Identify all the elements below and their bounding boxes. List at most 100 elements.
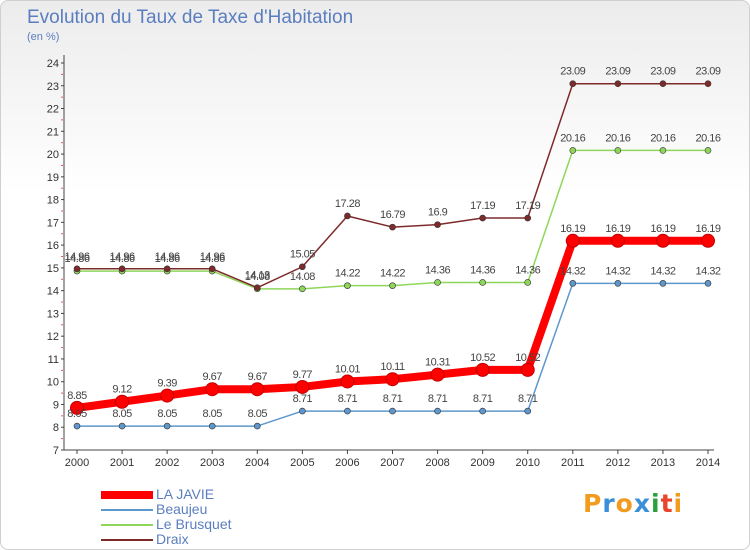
data-label: 8.71 — [428, 393, 448, 405]
data-point — [614, 280, 622, 287]
data-label: 8.05 — [203, 408, 223, 420]
data-label: 14.08 — [290, 271, 315, 283]
proxiti-logo: Proxiti — [583, 489, 683, 518]
data-label: 9.67 — [203, 371, 223, 383]
data-point — [701, 233, 715, 248]
x-tick-label: 2013 — [651, 457, 675, 469]
data-point — [659, 147, 667, 154]
y-tick-label: 16 — [47, 240, 59, 252]
data-label: 17.19 — [470, 200, 495, 212]
data-label: 14.86 — [200, 253, 225, 265]
data-point — [385, 372, 400, 387]
x-tick-label: 2008 — [425, 457, 449, 469]
data-label: 14.32 — [560, 265, 585, 277]
data-label: 20.16 — [695, 132, 720, 144]
data-label: 9.12 — [112, 384, 132, 396]
data-label: 8.05 — [67, 408, 87, 420]
data-point — [205, 382, 220, 397]
y-tick-label: 21 — [47, 126, 59, 138]
data-point — [118, 422, 126, 430]
legend-swatch — [101, 509, 153, 511]
data-label: 14.22 — [380, 268, 405, 280]
data-label: 9.67 — [248, 371, 268, 383]
x-tick-label: 2011 — [561, 457, 585, 469]
data-point — [389, 407, 396, 415]
data-label: 10.31 — [425, 357, 450, 369]
data-label: 8.71 — [383, 393, 403, 405]
legend-label: Le Brusquet — [156, 516, 232, 532]
data-label: 14.32 — [605, 265, 630, 277]
data-point — [614, 80, 622, 88]
logo-letter: i — [651, 489, 661, 518]
legend-label: Draix — [156, 531, 189, 547]
data-label: 16.19 — [650, 223, 675, 235]
data-point — [659, 280, 667, 287]
data-label: 14.36 — [515, 264, 540, 276]
data-label: 14.96 — [200, 251, 225, 263]
data-point — [659, 80, 667, 88]
data-label: 14.36 — [470, 264, 495, 276]
y-tick-label: 13 — [47, 308, 59, 320]
data-label: 20.16 — [560, 132, 585, 144]
data-label: 14.96 — [110, 251, 135, 263]
data-point — [524, 279, 532, 286]
data-point — [344, 212, 351, 220]
data-point — [253, 422, 261, 430]
data-point — [524, 214, 532, 222]
logo-letter: P — [583, 489, 603, 518]
y-tick-label: 18 — [47, 195, 59, 207]
data-label: 17.28 — [335, 198, 360, 210]
data-label: 17.19 — [515, 200, 540, 212]
y-tick-label: 14 — [47, 286, 59, 298]
data-label: 10.52 — [470, 352, 495, 364]
data-point — [118, 265, 126, 273]
data-point — [299, 263, 306, 271]
data-point — [340, 374, 355, 389]
x-tick-label: 2006 — [335, 457, 359, 469]
data-label: 10.01 — [335, 363, 360, 375]
data-point — [565, 233, 580, 248]
data-label: 8.71 — [473, 393, 493, 405]
y-tick-label: 12 — [47, 331, 59, 343]
legend-swatch — [101, 539, 153, 541]
y-tick-label: 7 — [53, 445, 59, 457]
data-point — [520, 362, 535, 377]
data-point — [479, 279, 486, 286]
data-point — [299, 285, 306, 293]
logo-letter: t — [660, 489, 674, 518]
data-label: 16.19 — [605, 223, 630, 235]
data-label: 23.09 — [650, 66, 675, 78]
data-label: 8.05 — [248, 408, 268, 420]
data-point — [479, 407, 486, 415]
data-point — [295, 379, 310, 394]
x-tick-label: 2000 — [65, 457, 89, 469]
data-label: 14.86 — [110, 253, 135, 265]
data-point — [434, 407, 441, 415]
data-point — [344, 282, 351, 289]
data-label: 16.9 — [428, 207, 448, 219]
data-point — [655, 233, 670, 248]
data-label: 8.85 — [67, 390, 87, 402]
data-point — [250, 382, 265, 397]
logo-letter: o — [615, 489, 634, 518]
data-point — [434, 221, 441, 228]
data-point — [160, 388, 175, 403]
data-point — [524, 407, 532, 415]
data-label: 10.52 — [515, 352, 540, 364]
data-label: 9.77 — [293, 369, 313, 381]
data-label: 8.71 — [293, 393, 313, 405]
data-point — [253, 284, 261, 291]
data-point — [434, 279, 441, 286]
data-point — [163, 265, 171, 273]
data-point — [70, 400, 84, 415]
data-point — [479, 214, 486, 222]
data-label: 10.11 — [380, 361, 405, 373]
logo-letter: i — [673, 489, 684, 518]
y-tick-label: 11 — [48, 354, 59, 366]
data-point — [73, 265, 81, 273]
x-tick-label: 2012 — [606, 457, 630, 469]
data-label: 14.32 — [695, 265, 720, 277]
logo-letter: r — [602, 489, 616, 518]
